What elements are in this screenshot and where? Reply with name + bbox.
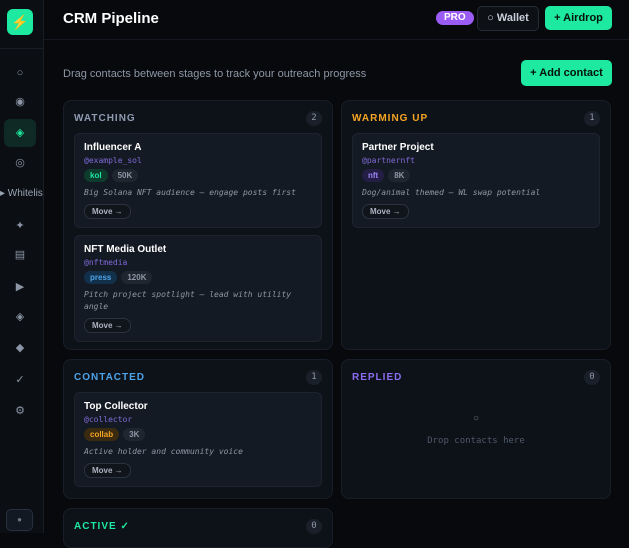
stage-title: CONTACTED [74, 371, 146, 383]
drop-zone-text: Drop contacts here [427, 436, 525, 446]
add-contact-button[interactable]: + Add contact [521, 60, 612, 86]
contact-handle[interactable]: @collector [84, 415, 133, 424]
contact-card[interactable]: Top Collector @collector collab 3K Activ… [74, 392, 322, 487]
stage-header: REPLIED 0 [352, 369, 600, 385]
stage-title: REPLIED [352, 371, 403, 383]
follower-count: 3K [123, 428, 146, 441]
diamond-outline-icon[interactable]: ◈ [15, 311, 25, 323]
contact-note: Dog/animal themed — WL swap potential [362, 188, 541, 197]
contact-handle[interactable]: @example_sol [84, 156, 142, 165]
contact-note: Big Solana NFT audience — engage posts f… [84, 188, 296, 197]
sidebar-bottom-button[interactable]: ● [6, 509, 33, 531]
stage-header: WATCHING 2 [74, 110, 322, 126]
stage-column-active: ACTIVE ✓ 0 [63, 508, 333, 548]
stage-count: 1 [584, 110, 600, 126]
diamond-icon[interactable]: ◈ [4, 119, 36, 147]
follower-count: 120K [121, 271, 153, 284]
contact-card[interactable]: Influencer A @example_sol kol 50K Big So… [74, 133, 322, 228]
move-button[interactable]: Move → [84, 204, 131, 219]
contact-tag: press [84, 271, 118, 284]
stage-column-contacted: CONTACTED 1 Top Collector @collector col… [63, 359, 333, 499]
empty-circle-icon: ○ [472, 413, 480, 424]
stage-column-watching: WATCHING 2 Influencer A @example_sol kol… [63, 100, 333, 350]
contact-name: Top Collector [84, 401, 148, 412]
ring-icon[interactable]: ◎ [15, 157, 25, 169]
contact-tag: nft [362, 169, 385, 182]
drop-zone[interactable]: ○ Drop contacts here [352, 413, 600, 446]
sparkle-icon[interactable]: ✦ [15, 220, 25, 232]
stage-column-warming: WARMING UP 1 Partner Project @partnernft… [341, 100, 611, 350]
contact-note: Active holder and community voice [84, 447, 243, 456]
move-button[interactable]: Move → [362, 204, 409, 219]
page-subtitle: Drag contacts between stages to track yo… [63, 68, 367, 80]
wallet-button[interactable]: ○ Wallet [477, 6, 539, 31]
gear-icon[interactable]: ⚙ [15, 405, 25, 417]
header: CRM Pipeline [44, 0, 629, 40]
contact-tag: kol [84, 169, 108, 182]
pro-badge: PRO [436, 11, 474, 25]
stage-count: 0 [584, 369, 600, 385]
stage-column-replied: REPLIED 0 ○ Drop contacts here [341, 359, 611, 499]
stage-count: 0 [306, 518, 322, 534]
contact-name: NFT Media Outlet [84, 244, 167, 255]
stage-count: 2 [306, 110, 322, 126]
contact-note: Pitch project spotlight — lead with util… [84, 290, 292, 311]
lightning-icon[interactable]: ⚡ [7, 9, 33, 35]
divider [0, 48, 44, 49]
circle-icon[interactable]: ○ [16, 67, 24, 79]
airdrop-button[interactable]: + Airdrop [545, 6, 612, 30]
stage-header: WARMING UP 1 [352, 110, 600, 126]
stage-count: 1 [306, 369, 322, 385]
contact-card[interactable]: Partner Project @partnernft nft 8K Dog/a… [352, 133, 600, 228]
stage-header: ACTIVE ✓ 0 [74, 518, 322, 534]
stage-header: CONTACTED 1 [74, 369, 322, 385]
sidebar: ⚡ ○ ◉ ◈ ◎ ✦ ▤ ▶ ◈ ◆ ✓ ⚙ ▸ Whitelis ● [0, 0, 44, 533]
contact-name: Influencer A [84, 142, 142, 153]
contact-tag: collab [84, 428, 120, 441]
list-icon[interactable]: ▤ [14, 249, 26, 261]
contact-name: Partner Project [362, 142, 434, 153]
sidebar-flyout-label[interactable]: ▸ Whitelis [0, 188, 43, 199]
move-button[interactable]: Move → [84, 463, 131, 478]
move-button[interactable]: Move → [84, 318, 131, 333]
stage-title: WARMING UP [352, 112, 429, 124]
stage-title: WATCHING [74, 112, 136, 124]
page-title: CRM Pipeline [63, 10, 159, 27]
contact-card[interactable]: NFT Media Outlet @nftmedia press 120K Pi… [74, 235, 322, 342]
contact-handle[interactable]: @nftmedia [84, 258, 128, 267]
check-icon[interactable]: ✓ [15, 374, 25, 386]
dot-circle-icon[interactable]: ◉ [15, 96, 25, 108]
contact-handle[interactable]: @partnernft [362, 156, 415, 165]
stage-title: ACTIVE ✓ [74, 520, 130, 532]
follower-count: 8K [388, 169, 411, 182]
play-icon[interactable]: ▶ [15, 281, 25, 293]
diamond-solid-icon[interactable]: ◆ [15, 342, 25, 354]
follower-count: 50K [111, 169, 139, 182]
